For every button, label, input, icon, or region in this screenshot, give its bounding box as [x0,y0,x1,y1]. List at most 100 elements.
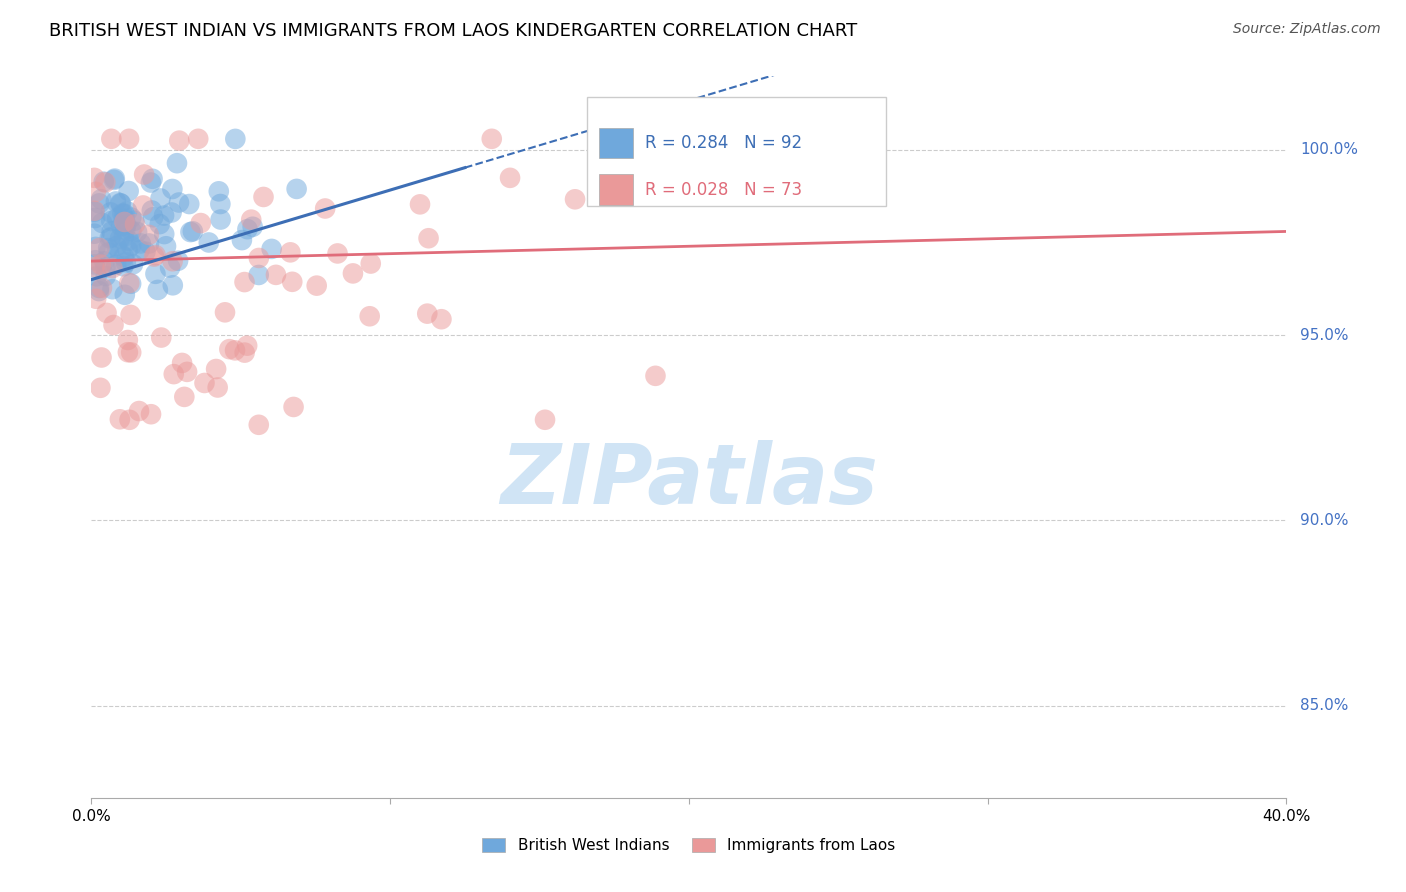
Point [105,258,128,272]
Point [90,351,112,365]
Point [240,212,263,227]
Point [100,214,122,228]
Point [117,345,139,359]
Point [115,218,138,232]
Point [209,212,232,227]
Point [236,222,259,236]
Point [233,275,256,289]
Text: BRITISH WEST INDIAN VS IMMIGRANTS FROM LAOS KINDERGARTEN CORRELATION CHART: BRITISH WEST INDIAN VS IMMIGRANTS FROM L… [49,22,858,40]
Point [139,176,162,190]
Point [159,260,181,275]
Point [172,356,194,370]
Point [122,257,145,271]
Point [176,365,198,379]
Point [104,194,127,209]
Point [114,222,136,236]
Point [280,245,302,260]
Point [644,368,666,383]
Point [118,276,141,290]
Point [207,380,229,394]
Point [89,196,111,211]
Point [138,236,160,251]
Point [120,211,142,225]
Point [84,292,107,306]
Point [120,345,142,359]
Point [87,284,110,298]
Point [98,231,121,245]
Point [110,196,132,211]
Point [120,224,142,238]
Point [146,283,169,297]
Point [264,268,287,282]
Point [87,281,110,295]
FancyBboxPatch shape [588,97,886,206]
Point [430,312,453,326]
Point [114,215,136,229]
Point [114,212,136,227]
Point [97,241,120,255]
Point [416,307,439,321]
Point [153,227,176,241]
Point [193,376,215,390]
Point [90,192,112,206]
Point [108,412,131,426]
Point [100,224,122,238]
Point [101,261,124,276]
Point [110,196,132,211]
Point [108,231,131,245]
Point [149,192,172,206]
Point [236,339,259,353]
Text: 95.0%: 95.0% [1301,327,1348,343]
Point [83,227,105,241]
Point [187,132,209,146]
Point [117,333,139,347]
Point [90,258,112,272]
Point [142,211,165,225]
Point [120,239,142,253]
Point [93,175,115,189]
Point [150,330,173,344]
Point [129,236,152,251]
Point [139,407,162,421]
Point [91,216,114,230]
Point [94,268,117,283]
Point [252,190,274,204]
Point [84,185,107,199]
Point [145,267,167,281]
Point [314,202,336,216]
Point [100,205,122,219]
Point [167,195,190,210]
Point [89,241,111,255]
Point [138,227,160,242]
Point [167,253,190,268]
Point [190,216,212,230]
Point [169,134,191,148]
Point [409,197,432,211]
Point [231,233,253,247]
Point [564,192,586,206]
Point [111,206,134,220]
Point [224,343,246,358]
Point [83,203,105,218]
Point [120,308,142,322]
Point [110,219,132,234]
Point [162,182,184,196]
Point [117,243,139,257]
Point [86,269,108,284]
Point [166,156,188,170]
Point [120,277,142,291]
Point [181,224,204,238]
Point [342,267,364,281]
Point [481,132,503,146]
Point [122,213,145,227]
Point [83,204,105,219]
Point [214,305,236,319]
Point [145,248,167,262]
Point [84,253,107,268]
Point [101,282,124,296]
Point [97,245,120,260]
Text: Source: ZipAtlas.com: Source: ZipAtlas.com [1233,22,1381,37]
Point [105,239,128,253]
Point [114,207,136,221]
Point [162,278,184,293]
